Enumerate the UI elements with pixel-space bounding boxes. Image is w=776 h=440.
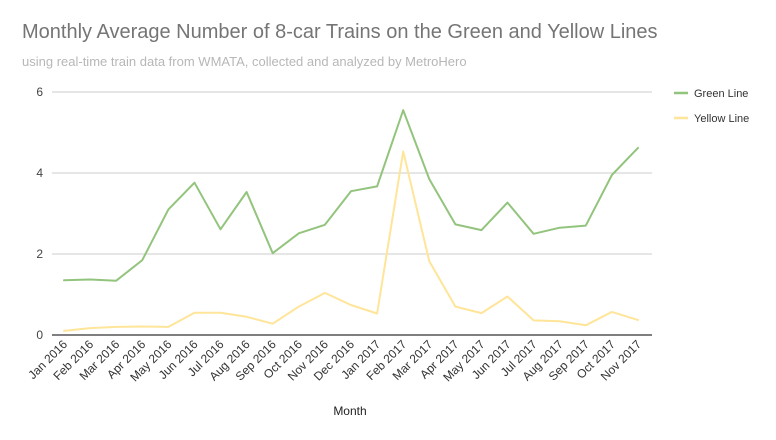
chart-subtitle: using real-time train data from WMATA, c… <box>22 54 467 69</box>
y-axis-ticks: 0 2 4 6 <box>36 85 43 342</box>
x-axis-label: Month <box>333 404 366 418</box>
legend: Green Line Yellow Line <box>674 88 749 125</box>
legend-label: Green Line <box>694 88 748 100</box>
y-tick-label: 2 <box>36 247 43 261</box>
y-tick-label: 0 <box>36 328 43 342</box>
gridlines <box>52 91 652 336</box>
y-tick-label: 4 <box>36 166 43 180</box>
series-line-green-line <box>63 109 639 282</box>
series-line-yellow-line <box>63 150 639 332</box>
y-tick-label: 6 <box>36 85 43 99</box>
legend-label: Yellow Line <box>694 113 749 125</box>
chart-title: Monthly Average Number of 8-car Trains o… <box>22 21 658 43</box>
series-lines <box>63 109 639 332</box>
